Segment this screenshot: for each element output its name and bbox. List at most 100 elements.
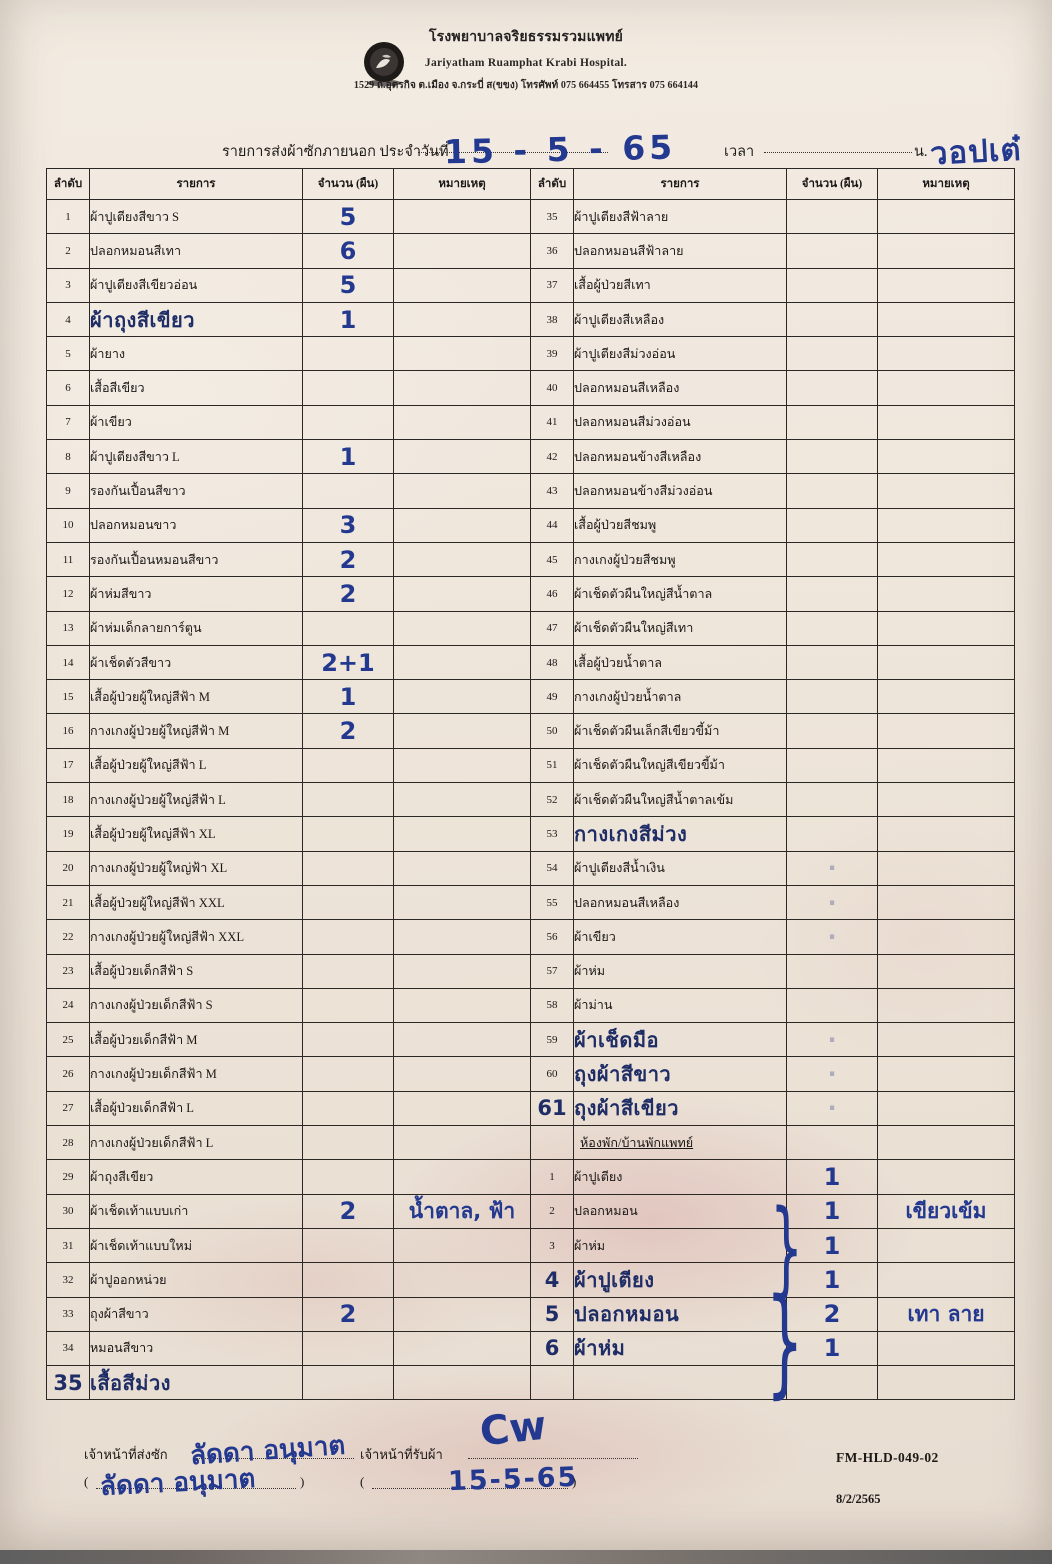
table-row: 5 ผ้ายาง 39 ผ้าปูเตียงสีม่วงอ่อน <box>46 336 1015 372</box>
cell-item: ผ้าปูออกหน่วย <box>89 1262 303 1298</box>
row-number: 1 <box>65 210 71 223</box>
cell-item: กางเกงผู้ป่วยผู้ใหญ่ฟ้า XL <box>89 850 303 886</box>
receiver-name-open-paren: ( <box>360 1474 365 1489</box>
cell-qty: 1 <box>302 439 394 475</box>
cell-no: 38 <box>530 301 574 338</box>
cell-no: 30 <box>46 1193 90 1229</box>
cell-qty <box>786 404 878 441</box>
item-label: เสื้อผู้ป่วยเด็กสีฟ้า S <box>90 964 194 979</box>
cell-item: ผ้าเขียว <box>573 919 787 955</box>
cell-no: 56 <box>530 919 574 955</box>
cell-remark <box>393 816 531 852</box>
item-label: ปลอกหมอนสีม่วงอ่อน <box>574 415 691 430</box>
hospital-logo-icon <box>358 38 410 90</box>
cell-remark <box>393 233 531 269</box>
cell-qty <box>786 747 878 784</box>
item-label: ผ้าปูเตียงสีเหลือง <box>574 312 665 327</box>
cell-no: 23 <box>46 953 90 989</box>
table-row: 24 กางเกงผู้ป่วยเด็กสีฟ้า S 58 ผ้าม่าน <box>46 987 1015 1024</box>
cell-qty: · <box>786 1022 878 1058</box>
table-row: 33 ถุงผ้าสีขาว 2 5 ปลอกหมอน 2 เทา ลาย <box>46 1296 1015 1332</box>
qty-handwritten: 2 <box>339 579 357 608</box>
cell-remark <box>393 301 531 338</box>
cell-no: 46 <box>530 576 574 612</box>
row-number: 48 <box>546 656 558 669</box>
cell-item: ผ้าปูเตียง <box>573 1159 787 1195</box>
cell-section-header: ห้องพัก/บ้านพักแพทย์ <box>573 1125 787 1161</box>
cell-qty <box>302 919 394 955</box>
cell-remark <box>393 1056 531 1092</box>
cell-no: 3 <box>46 267 90 303</box>
cell-item: รองกันเปื้อนหมอนสีขาว <box>89 541 303 578</box>
cell-qty <box>302 473 394 509</box>
row-number: 4 <box>65 313 71 326</box>
row-number: 29 <box>62 1170 74 1183</box>
cell-remark <box>877 336 1015 372</box>
cell-qty: 1 <box>786 1330 878 1367</box>
row-number: 23 <box>62 965 74 978</box>
cell-remark <box>393 782 531 818</box>
cell-item: ปลอกหมอนสีม่วงอ่อน <box>573 404 787 441</box>
row-number: 49 <box>546 690 558 703</box>
cell-qty <box>786 1365 878 1401</box>
cell-item: ปลอกหมอนข้างสีเหลือง <box>573 439 787 475</box>
hospital-name-english: Jariyatham Ruamphat Krabi Hospital. <box>424 57 628 69</box>
receiver-signature-line <box>468 1458 638 1459</box>
table-row: 11 รองกันเปื้อนหมอนสีขาว 2 45 กางเกงผู้ป่วยส… <box>46 541 1015 578</box>
table-row: 15 เสื้อผู้ป่วยผู้ใหญ่สีฟ้า M 1 49 กางเกงผู้… <box>46 679 1015 715</box>
cell-remark <box>393 576 531 612</box>
cell-remark <box>877 713 1015 749</box>
cell-remark <box>393 1159 531 1195</box>
table-row: 4 ผ้าถุงสีเขียว 1 38 ผ้าปูเตียงสีเหลือง <box>46 301 1015 338</box>
table-row: 25 เสื้อผู้ป่วยเด็กสีฟ้า M 59 ผ้าเช็ดมือ · <box>46 1022 1015 1058</box>
row-number: 20 <box>62 862 74 875</box>
table-row: 18 กางเกงผู้ป่วยผู้ใหญ่สีฟ้า L 52 ผ้าเช็ดตั… <box>46 782 1015 818</box>
row-number: 31 <box>62 1239 74 1252</box>
row-number: 5 <box>65 347 71 360</box>
row-number: 15 <box>62 690 74 703</box>
cell-item: ผ้าห่ม <box>573 953 787 989</box>
cell-qty: 2+1 <box>302 644 394 681</box>
cell-no: 2 <box>46 233 90 269</box>
col-header-qty-right: จำนวน (ผืน) <box>786 168 878 200</box>
cell-item: ผ้ายาง <box>89 336 303 372</box>
cell-item: ผ้าห่ม <box>573 1330 787 1367</box>
qty-handwritten: · <box>827 1060 837 1089</box>
cell-no: 3 <box>530 1227 574 1264</box>
cell-qty <box>786 953 878 989</box>
row-number: 36 <box>546 244 558 257</box>
cell-qty <box>302 1365 394 1401</box>
cell-item <box>573 1365 787 1401</box>
cell-item: เสื้อผู้ป่วยเด็กสีฟ้า S <box>89 953 303 989</box>
cell-item: เสื้อผู้ป่วยเด็กสีฟ้า L <box>89 1090 303 1127</box>
item-label-handwritten: ปลอกหมอน <box>574 1302 680 1327</box>
cell-qty <box>786 782 878 818</box>
cell-item: กางเกงผู้ป่วยสีชมพู <box>573 541 787 578</box>
qty-handwritten: 1 <box>823 1265 841 1294</box>
item-label: เสื้อผู้ป่วยสีชมพู <box>574 518 657 533</box>
date-handwritten-value: 15 - 5 - 65 <box>443 127 677 172</box>
cell-no: 25 <box>46 1022 90 1058</box>
cell-remark <box>877 507 1015 543</box>
cell-item: เสื้อผู้ป่วยน้ำตาล <box>573 644 787 681</box>
cell-remark <box>877 301 1015 338</box>
cell-item: กางเกงผู้ป่วยเด็กสีฟ้า M <box>89 1056 303 1092</box>
cell-no: 29 <box>46 1159 90 1195</box>
qty-handwritten: 2 <box>339 1197 357 1226</box>
cell-item: เสื้อผู้ป่วยเด็กสีฟ้า M <box>89 1022 303 1058</box>
cell-qty <box>302 1262 394 1298</box>
item-label: กางเกงผู้ป่วยเด็กสีฟ้า L <box>90 1135 214 1150</box>
cell-remark <box>877 1262 1015 1298</box>
cell-qty <box>786 233 878 269</box>
qty-handwritten: 1 <box>823 1334 841 1363</box>
cell-no: 33 <box>46 1296 90 1332</box>
cell-remark <box>877 404 1015 441</box>
row-number: 22 <box>62 930 74 943</box>
col-header-no-right: ลำดับ <box>530 168 574 200</box>
table-row: 10 ปลอกหมอนขาว 3 44 เสื้อผู้ป่วยสีชมพู <box>46 507 1015 543</box>
cell-remark <box>393 439 531 475</box>
cell-no: 58 <box>530 987 574 1024</box>
cell-qty <box>786 336 878 372</box>
row-number: 10 <box>62 519 74 532</box>
table-header: ลำดับ รายการ จำนวน (ผืน) หมายเหตุ ลำดับ … <box>46 168 1015 200</box>
